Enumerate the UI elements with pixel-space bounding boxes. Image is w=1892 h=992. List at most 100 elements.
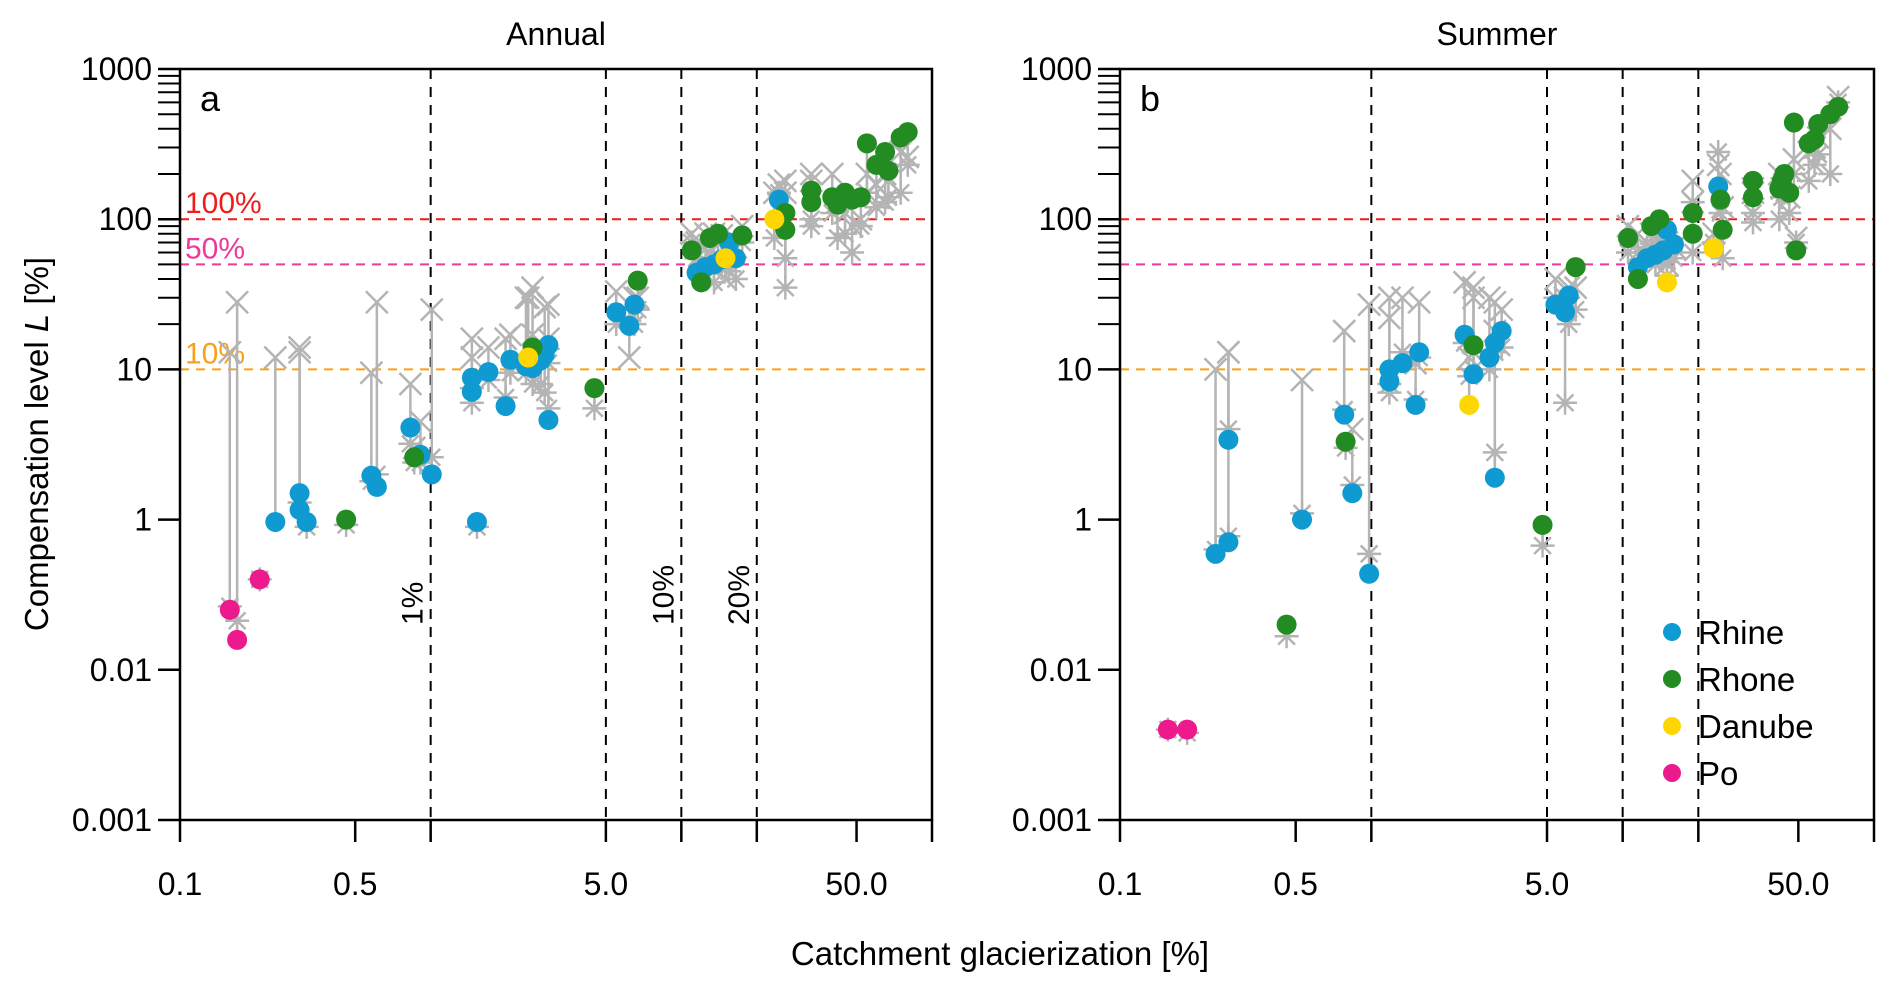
y-axis-label-symbol: L [18, 314, 55, 332]
cross-marker [1407, 290, 1432, 315]
data-point-rhone [850, 187, 871, 208]
data-point-rhine [1409, 342, 1430, 363]
asterisk-marker [459, 390, 484, 415]
data-point-rhone [801, 192, 822, 213]
data-point-rhine [1484, 467, 1505, 488]
cross-marker [498, 322, 523, 347]
cross-marker [1203, 357, 1228, 382]
data-point-rhone [1712, 219, 1733, 240]
cross-marker [1377, 306, 1402, 330]
data-point-rhone [404, 447, 425, 468]
data-point-rhine [1491, 321, 1512, 342]
y-tick-label: 0.001 [1012, 802, 1092, 838]
cross-marker [263, 345, 288, 370]
asterisk-marker [762, 225, 787, 250]
data-point-rhine [466, 511, 487, 532]
data-point-rhine [500, 349, 521, 370]
cross-marker [1390, 285, 1415, 310]
data-point-rhone [1710, 189, 1731, 210]
asterisk-marker [1806, 142, 1831, 167]
panel-title: Annual [506, 16, 606, 52]
y-tick-label: 1000 [81, 51, 152, 87]
data-point-rhine [1663, 234, 1684, 255]
asterisk-marker [536, 396, 561, 421]
asterisk-marker [895, 152, 920, 177]
asterisk-marker [1708, 200, 1733, 225]
data-point-rhine [366, 476, 387, 497]
data-point-rhine [1334, 404, 1355, 425]
data-point-rhine [1218, 532, 1239, 553]
asterisk-marker [888, 180, 913, 205]
data-point-rhone [627, 270, 648, 291]
reference-line-label: 100% [185, 187, 262, 220]
asterisk-marker [1530, 533, 1555, 558]
data-point-rhine [1359, 563, 1380, 584]
data-point-rhone [1532, 514, 1553, 535]
panel-letter: a [200, 78, 221, 119]
data-point-danube [715, 248, 736, 269]
cross-marker [459, 345, 484, 370]
data-point-rhine [619, 315, 640, 336]
data-point-po [227, 629, 248, 650]
y-tick-label: 0.01 [1030, 652, 1092, 688]
legend-label-danube: Danube [1698, 708, 1814, 745]
cross-marker [1543, 267, 1568, 291]
data-point-rhone [1828, 96, 1849, 117]
data-point-rhone [1682, 202, 1703, 223]
asterisk-marker [1377, 380, 1402, 405]
asterisk-marker [1477, 357, 1502, 382]
data-point-rhone [336, 509, 357, 530]
data-point-rhine [461, 367, 482, 388]
data-point-rhine [1218, 429, 1239, 450]
asterisk-marker [1767, 207, 1792, 232]
cross-marker [398, 372, 423, 396]
legend-label-rhone: Rhone [1698, 661, 1795, 698]
asterisk-marker [1482, 440, 1507, 465]
asterisk-marker [528, 371, 553, 396]
asterisk-marker [1553, 390, 1578, 415]
legend-marker-rhine [1663, 623, 1681, 641]
asterisk-marker [1710, 246, 1735, 271]
y-axis-label-unit: [%] [18, 257, 55, 314]
asterisk-marker [1563, 297, 1588, 322]
y-tick-label: 10 [116, 351, 152, 387]
data-point-rhine [1205, 543, 1226, 564]
data-point-rhine [1342, 483, 1363, 504]
data-point-rhone [1779, 182, 1800, 203]
data-point-danube [1703, 238, 1724, 259]
data-point-rhine [289, 483, 310, 504]
data-point-rhone [584, 378, 605, 399]
asterisk-marker [864, 195, 889, 220]
x-tick-label: 5.0 [1525, 866, 1569, 902]
data-point-rhine [1292, 509, 1313, 530]
cross-marker [1461, 275, 1486, 300]
data-point-rhine [421, 464, 442, 485]
plot-frame [178, 67, 934, 822]
asterisk-marker [498, 360, 523, 385]
asterisk-marker [1706, 140, 1731, 165]
plot-frame [1118, 67, 1876, 822]
data-point-rhine [296, 511, 317, 532]
data-point-rhine [1463, 364, 1484, 385]
cross-marker [1332, 319, 1357, 343]
asterisk-marker [1680, 240, 1705, 265]
asterisk-marker [825, 225, 850, 250]
data-point-rhone [732, 225, 753, 246]
asterisk-marker [419, 445, 444, 470]
cross-marker [225, 290, 250, 315]
data-point-po [219, 599, 240, 620]
data-point-rhone [1617, 227, 1638, 248]
asterisk-marker [1802, 152, 1827, 177]
cross-marker [359, 360, 384, 385]
data-point-rhine [1558, 285, 1579, 306]
y-tick-label: 1 [1074, 502, 1092, 538]
data-point-rhine [1555, 302, 1576, 323]
y-tick-label: 10 [1056, 351, 1092, 387]
reference-line-label: 50% [185, 232, 245, 265]
data-point-rhine [538, 410, 559, 431]
cross-marker [419, 297, 444, 322]
legend-marker-rhone [1663, 670, 1681, 688]
asterisk-marker [773, 275, 798, 300]
cross-marker [604, 279, 629, 304]
y-tick-label: 0.01 [90, 652, 152, 688]
